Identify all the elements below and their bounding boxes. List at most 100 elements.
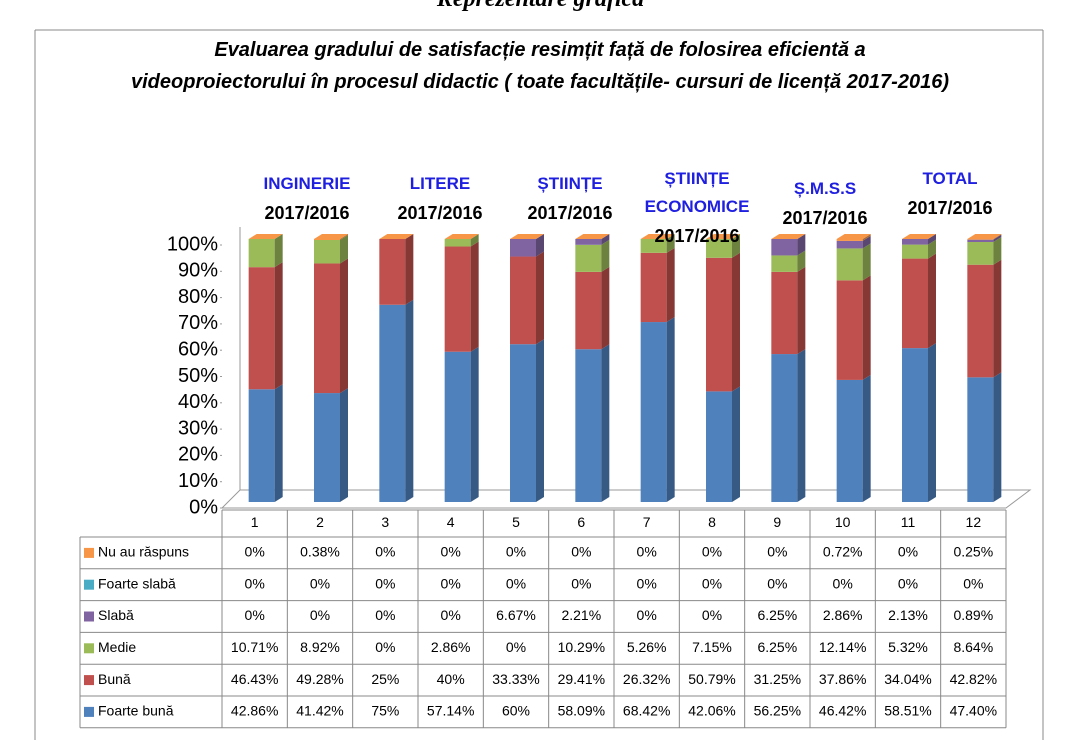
bar-side: [732, 234, 740, 258]
group-name: TOTAL: [922, 169, 978, 188]
table-cell: 0.25%: [953, 544, 993, 560]
bar-segment: [836, 280, 863, 380]
bar-segment: [575, 349, 602, 502]
bar-side: [797, 349, 806, 502]
table-cell: 0%: [375, 575, 395, 591]
bar-segment: [706, 391, 732, 502]
x-tick-label: 5: [512, 514, 520, 530]
table-cell: 0%: [637, 544, 657, 560]
bar-side: [797, 250, 806, 272]
table-cell: 0%: [245, 544, 265, 560]
bar-side: [732, 386, 740, 502]
bar-side: [340, 234, 348, 240]
x-tick-label: 4: [447, 514, 455, 530]
bar-side: [862, 234, 871, 241]
bar-segment: [836, 248, 863, 281]
bar-side: [274, 234, 283, 268]
bar-side: [993, 259, 1002, 378]
bar-segment: [575, 271, 602, 350]
table-cell: 8.64%: [953, 639, 993, 655]
bar-segment: [248, 239, 275, 268]
bar-top: [706, 234, 740, 239]
group-label: Ș.M.S.S 2017/2016: [765, 175, 885, 233]
table-cell: 58.51%: [884, 703, 931, 719]
y-tick-label: 100%: [167, 233, 218, 255]
table-cell: 0%: [441, 575, 461, 591]
table-cell: 0%: [702, 607, 722, 623]
bar-side: [666, 317, 675, 502]
bar-segment: [640, 252, 667, 323]
legend-swatch: [84, 611, 94, 622]
table-cell: 5.26%: [627, 639, 667, 655]
table-cell: 0%: [375, 639, 395, 655]
bar-segment: [575, 239, 602, 245]
table-cell: 0%: [441, 544, 461, 560]
bar-side: [862, 235, 871, 249]
table-cell: 0%: [375, 607, 395, 623]
table-cell: 6.25%: [757, 639, 797, 655]
bar-segment: [248, 389, 275, 502]
table-cell: 0%: [898, 575, 918, 591]
group-name: INGINERIE: [263, 174, 351, 193]
legend-swatch: [84, 547, 94, 558]
x-tick-label: 11: [901, 514, 916, 530]
table-cell: 0%: [506, 544, 526, 560]
table-cell: 0%: [441, 607, 461, 623]
table-cell: 0%: [767, 575, 787, 591]
bar-side: [470, 241, 479, 352]
table-cell: 56.25%: [754, 703, 801, 719]
group-label: ȘTIINȚE 2017/2016: [510, 170, 630, 228]
bar-side: [405, 299, 414, 502]
table-cell: 29.41%: [558, 671, 605, 687]
legend-label: Medie: [98, 639, 136, 655]
x-tick-label: 10: [835, 514, 851, 530]
bar-segment: [771, 255, 798, 272]
bar-segment: [771, 239, 798, 256]
table-cell: 0.72%: [823, 544, 863, 560]
bar-top: [379, 234, 414, 239]
table-cell: 0.89%: [953, 607, 993, 623]
table-cell: 0%: [375, 544, 395, 560]
group-period: 2017/2016: [907, 198, 993, 218]
table-cell: 5.32%: [888, 639, 928, 655]
bar-segment: [836, 240, 863, 249]
table-cell: 42.06%: [688, 703, 735, 719]
x-tick-label: 7: [643, 514, 651, 530]
table-cell: 0%: [702, 544, 722, 560]
table-cell: 2.86%: [431, 639, 471, 655]
table-cell: 0%: [767, 544, 787, 560]
bar-side: [993, 236, 1002, 265]
bar-side: [470, 346, 479, 502]
bar-side: [797, 234, 806, 256]
bar-segment: [248, 267, 275, 390]
bar-side: [340, 258, 348, 394]
bar-top: [771, 234, 806, 239]
bar-segment: [314, 239, 340, 240]
y-tick-label: 30%: [178, 417, 218, 439]
bar-segment: [510, 256, 536, 345]
bar-side: [601, 344, 610, 502]
bar-side: [601, 234, 610, 245]
y-tick-label: 0%: [189, 496, 218, 518]
table-cell: 0%: [245, 607, 265, 623]
group-name: Ș.M.S.S: [793, 179, 857, 198]
group-period: 2017/2016: [782, 208, 868, 228]
group-period: 2017/2016: [264, 203, 350, 223]
x-tick-label: 2: [316, 514, 324, 530]
legend-swatch: [84, 643, 94, 654]
bar-segment: [967, 239, 994, 240]
bar-segment: [836, 239, 863, 241]
bar-side: [666, 234, 675, 253]
bar-side: [928, 239, 936, 259]
y-tick-label: 80%: [178, 286, 218, 308]
table-cell: 0%: [506, 639, 526, 655]
group-name: LITERE: [409, 174, 471, 193]
x-tick-label: 1: [251, 514, 259, 530]
bar-segment: [510, 344, 536, 502]
table-cell: 40%: [437, 671, 465, 687]
y-tick-label: 90%: [178, 260, 218, 282]
table-cell: 6.25%: [757, 607, 797, 623]
bar-segment: [444, 351, 471, 502]
bar-segment: [444, 246, 471, 352]
